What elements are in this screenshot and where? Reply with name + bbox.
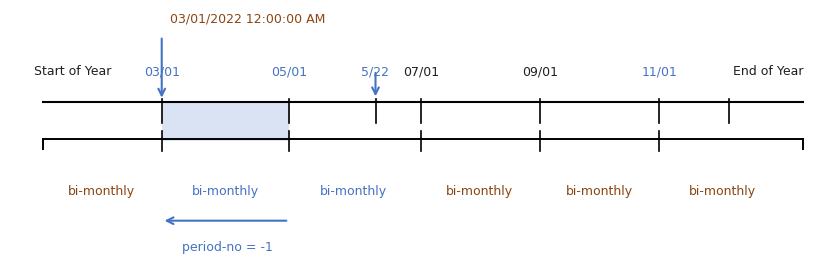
Text: 5/22: 5/22 xyxy=(361,65,389,78)
Text: 03/01/2022 12:00:00 AM: 03/01/2022 12:00:00 AM xyxy=(170,12,325,25)
Text: 11/01: 11/01 xyxy=(641,65,677,78)
Text: bi-monthly: bi-monthly xyxy=(68,185,135,198)
Bar xyxy=(162,102,290,142)
Text: bi-monthly: bi-monthly xyxy=(689,185,756,198)
Text: 03/01: 03/01 xyxy=(144,65,180,78)
Text: bi-monthly: bi-monthly xyxy=(320,185,387,198)
Text: End of Year: End of Year xyxy=(733,65,803,78)
Text: Start of Year: Start of Year xyxy=(35,65,111,78)
Text: bi-monthly: bi-monthly xyxy=(566,185,633,198)
Text: period-no = -1: period-no = -1 xyxy=(182,241,273,254)
Text: 07/01: 07/01 xyxy=(403,65,439,78)
Text: bi-monthly: bi-monthly xyxy=(191,185,258,198)
Text: bi-monthly: bi-monthly xyxy=(446,185,513,198)
Text: 09/01: 09/01 xyxy=(522,65,558,78)
Text: 05/01: 05/01 xyxy=(271,65,307,78)
